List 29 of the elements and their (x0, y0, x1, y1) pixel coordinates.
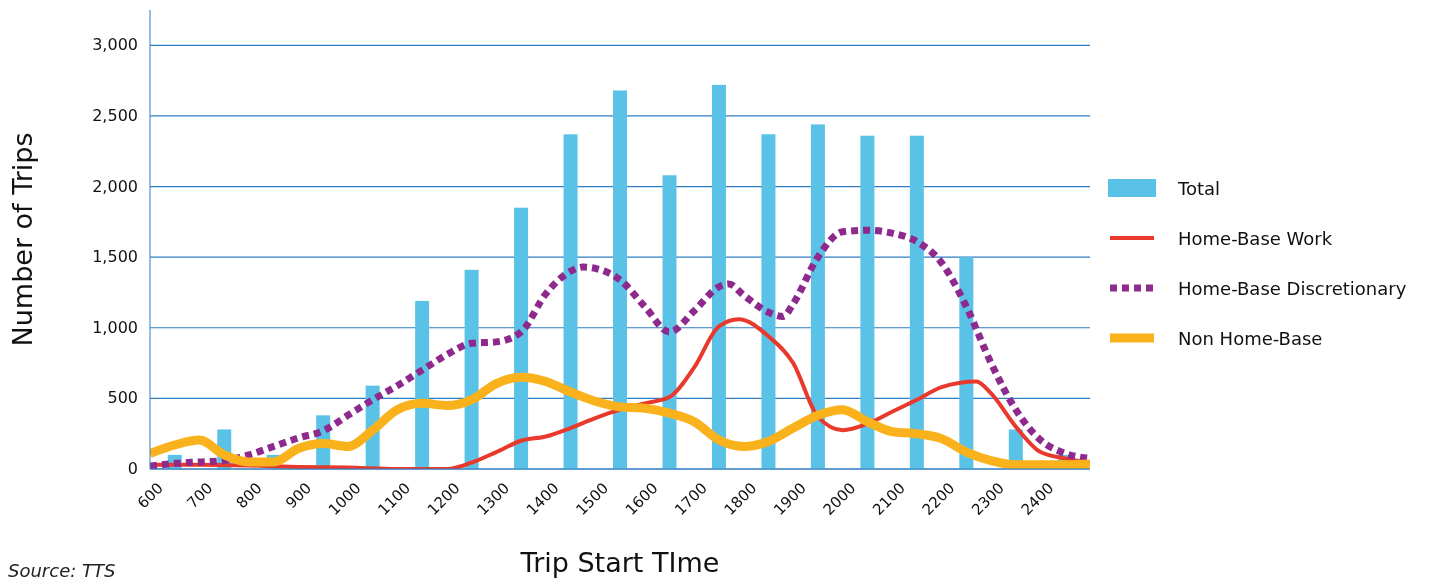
y-tick-label: 2,500 (92, 105, 138, 125)
x-tick-label: 800 (232, 479, 266, 512)
bar (909, 135, 924, 469)
bar (761, 134, 776, 469)
y-tick-label: 2,000 (92, 176, 138, 196)
y-axis-title: Number of Trips (6, 132, 38, 347)
legend-label: Total (1178, 177, 1221, 199)
y-tick-label: 3,000 (92, 35, 138, 55)
legend-label: Home-Base Discretionary (1178, 277, 1407, 299)
y-tick-label: 1,500 (92, 247, 138, 267)
bar (563, 134, 578, 469)
bar (514, 207, 529, 469)
bar (464, 269, 479, 469)
bar (711, 84, 726, 469)
legend-label: Non Home-Base (1178, 327, 1323, 349)
x-axis-title: Trip Start TIme (519, 547, 720, 578)
x-tick-label: 600 (133, 479, 167, 512)
bar (860, 135, 875, 469)
x-tick-label: 700 (183, 479, 217, 512)
y-tick-label: 1,000 (92, 317, 138, 337)
source-note: Source: TTS (8, 560, 116, 581)
bar (613, 90, 628, 469)
x-tick-label: 900 (282, 479, 316, 512)
bar (810, 124, 825, 469)
y-tick-label: 0 (127, 459, 138, 478)
bar (415, 300, 430, 469)
y-tick-label: 500 (107, 388, 138, 408)
bar (662, 175, 677, 469)
legend-label: Home-Base Work (1178, 227, 1333, 249)
